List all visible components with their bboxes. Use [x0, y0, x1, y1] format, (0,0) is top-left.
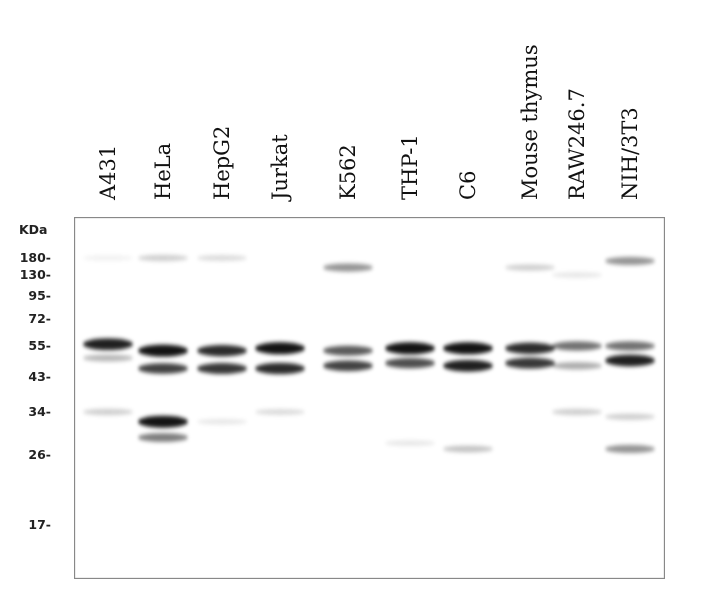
protein-band	[83, 354, 133, 362]
lane-label: HeLa	[151, 142, 175, 200]
lane-label: A431	[96, 144, 120, 200]
marker-label: 26-	[28, 447, 51, 462]
protein-band	[385, 358, 435, 369]
protein-band	[138, 344, 188, 357]
marker-label: 95-	[28, 288, 51, 303]
protein-band	[138, 415, 188, 428]
protein-band	[443, 445, 493, 453]
western-blot-membrane	[74, 217, 665, 579]
protein-band	[197, 418, 247, 425]
protein-band	[323, 345, 373, 356]
protein-band	[552, 362, 602, 370]
protein-band	[138, 363, 188, 374]
protein-band	[605, 413, 655, 420]
marker-label: 180-	[19, 250, 51, 265]
protein-band	[385, 342, 435, 355]
protein-band	[197, 363, 247, 374]
lane-label: Jurkat	[268, 134, 292, 200]
protein-band	[83, 408, 133, 416]
lane-label: C6	[456, 170, 480, 200]
lane-label: HepG2	[210, 125, 234, 200]
protein-band	[552, 272, 602, 278]
protein-band	[138, 433, 188, 442]
marker-label: 130-	[19, 267, 51, 282]
protein-band	[255, 408, 305, 416]
marker-label: 72-	[28, 311, 51, 326]
kda-unit-label: KDa	[19, 222, 48, 237]
protein-band	[505, 357, 555, 369]
protein-band	[443, 359, 493, 372]
protein-band	[505, 264, 555, 271]
lane-label: Mouse thymus	[518, 44, 542, 200]
protein-band	[138, 254, 188, 262]
protein-band	[255, 342, 305, 355]
protein-band	[605, 354, 655, 367]
protein-band	[605, 444, 655, 454]
protein-band	[505, 342, 555, 354]
protein-band	[605, 256, 655, 266]
protein-band	[83, 338, 133, 351]
protein-band	[552, 341, 602, 351]
protein-band	[197, 345, 247, 357]
protein-band	[385, 440, 435, 446]
lane-label: RAW246.7	[565, 88, 589, 200]
protein-band	[552, 408, 602, 416]
lane-label: K562	[336, 144, 360, 200]
marker-label: 17-	[28, 517, 51, 532]
lane-label: THP-1	[398, 134, 422, 200]
marker-label: 55-	[28, 338, 51, 353]
blot-frame	[74, 217, 665, 579]
marker-label: 34-	[28, 404, 51, 419]
protein-band	[197, 254, 247, 262]
protein-band	[443, 342, 493, 355]
lane-label: NIH/3T3	[618, 107, 642, 200]
protein-band	[255, 362, 305, 375]
protein-band	[323, 360, 373, 372]
protein-band	[605, 341, 655, 351]
protein-band	[323, 263, 373, 272]
protein-band	[83, 255, 133, 261]
marker-label: 43-	[28, 369, 51, 384]
